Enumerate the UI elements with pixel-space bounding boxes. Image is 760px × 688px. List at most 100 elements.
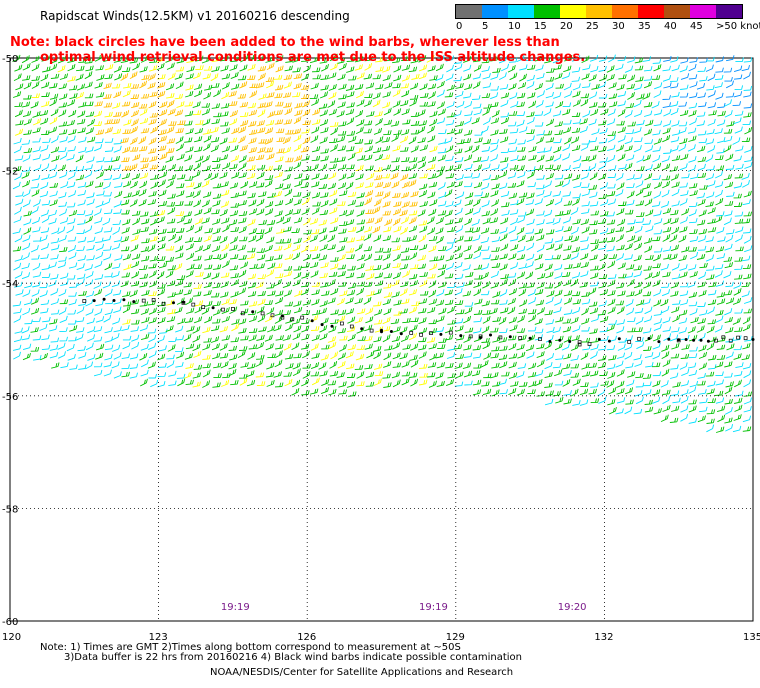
wind-barb <box>390 120 400 127</box>
wind-barb <box>544 209 553 217</box>
wind-barb <box>570 207 579 215</box>
wind-barb <box>59 217 69 224</box>
wind-barb <box>536 154 545 163</box>
wind-barb <box>328 108 337 116</box>
wind-barb <box>373 336 382 343</box>
wind-barb <box>149 280 158 288</box>
wind-barb <box>48 325 58 332</box>
wind-barb <box>113 200 122 208</box>
wind-barb <box>716 405 726 413</box>
wind-barb <box>375 66 384 72</box>
wind-barb <box>608 93 618 99</box>
wind-barb <box>33 236 42 242</box>
contamination-marker <box>191 302 196 307</box>
wind-barb <box>22 289 31 297</box>
wind-barb <box>590 315 600 322</box>
wind-barb <box>138 199 147 207</box>
wind-barb <box>735 145 744 152</box>
wind-barb <box>644 198 653 207</box>
wind-barb <box>68 244 77 253</box>
wind-barb <box>21 55 30 64</box>
wind-barb <box>464 279 473 287</box>
legend-swatch <box>560 5 586 18</box>
legend-label: 20 <box>560 21 573 32</box>
wind-barb <box>355 173 364 181</box>
wind-barb <box>120 246 130 252</box>
wind-barb <box>41 173 50 181</box>
wind-barb <box>309 245 319 252</box>
wind-barb <box>455 120 464 127</box>
wind-barb <box>516 180 525 188</box>
wind-barb <box>176 275 186 280</box>
wind-barb <box>472 389 482 396</box>
wind-barb <box>516 328 526 333</box>
wind-barb <box>302 120 311 125</box>
wind-barb <box>86 255 95 261</box>
wind-barb <box>552 390 561 397</box>
wind-barb <box>222 162 231 170</box>
wind-barb <box>157 283 166 289</box>
wind-barb <box>102 181 111 190</box>
wind-barb <box>230 226 239 233</box>
wind-barb <box>643 281 652 289</box>
wind-barb <box>186 252 195 261</box>
wind-barb <box>705 236 714 243</box>
wind-barb <box>157 306 166 314</box>
wind-barb <box>391 291 400 298</box>
wind-barb <box>58 102 68 108</box>
wind-barb <box>48 126 58 134</box>
wind-barb <box>598 193 608 199</box>
wind-barb <box>77 255 87 262</box>
wind-barb <box>292 128 302 135</box>
wind-barb <box>391 134 400 142</box>
wind-barb <box>464 236 473 242</box>
wind-barb <box>482 82 492 89</box>
wind-barb <box>58 147 67 153</box>
wind-barb <box>688 156 697 163</box>
wind-barb <box>111 83 121 89</box>
wind-barb <box>174 93 184 100</box>
wind-barb <box>572 83 581 91</box>
wind-barb <box>400 135 409 144</box>
wind-barb <box>579 126 588 134</box>
wind-barb <box>312 201 321 207</box>
contamination-marker <box>231 307 235 311</box>
legend-label: 0 <box>456 21 463 32</box>
wind-barb <box>509 209 519 215</box>
wind-barb <box>301 319 310 324</box>
wind-barb <box>12 301 22 307</box>
wind-barb <box>257 127 266 134</box>
wind-barb <box>311 282 321 287</box>
wind-barb <box>168 380 177 387</box>
wind-barb <box>193 316 203 324</box>
wind-barb <box>444 136 453 144</box>
wind-barb <box>67 218 76 225</box>
wind-barb <box>563 279 572 287</box>
wind-barb <box>357 308 366 315</box>
wind-barb <box>652 380 661 388</box>
wind-barb <box>653 323 662 332</box>
wind-barb <box>570 343 579 351</box>
wind-barb <box>527 362 537 370</box>
wind-barb <box>715 197 724 206</box>
wind-barb <box>699 406 708 413</box>
wind-barb <box>616 306 625 315</box>
wind-barb <box>148 100 157 109</box>
wind-barb <box>157 256 166 261</box>
wind-barb <box>464 145 473 153</box>
contamination-marker <box>676 338 681 343</box>
wind-barb <box>327 100 336 108</box>
wind-barb <box>149 155 158 162</box>
wind-barb <box>725 423 734 432</box>
wind-barb <box>498 354 508 360</box>
contamination-marker <box>161 301 166 306</box>
wind-barb <box>599 253 608 262</box>
wind-barb <box>498 56 508 64</box>
wind-barb <box>427 156 437 163</box>
wind-barb <box>706 388 715 395</box>
wind-barb <box>211 103 221 109</box>
wind-barb <box>364 197 373 206</box>
wind-barb <box>257 102 266 109</box>
wind-barb <box>276 228 285 234</box>
wind-barb <box>122 165 132 171</box>
